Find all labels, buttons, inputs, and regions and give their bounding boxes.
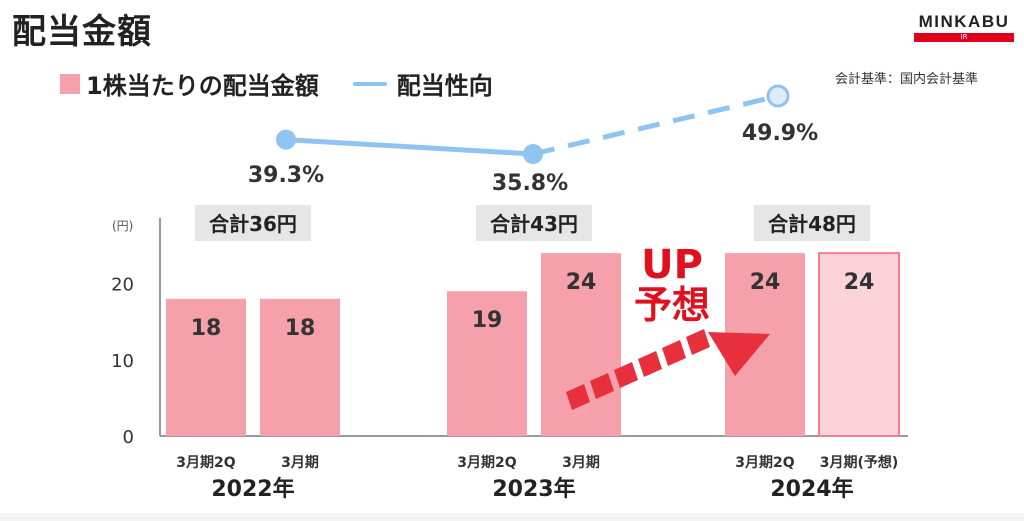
legend-line-swatch [352, 81, 387, 86]
up-annotation: UP [641, 242, 703, 288]
dividend-bar [818, 252, 900, 437]
x-category-label: 3月期2Q [176, 455, 235, 471]
trend-arrow-dash [614, 362, 638, 388]
total-label: 合計36円 [209, 212, 297, 236]
bar-value-label: 24 [844, 270, 875, 295]
chart-legend: 1株当たりの配当金額 配当性向 [60, 66, 493, 101]
trend-arrow-dash [590, 373, 614, 399]
legend-bar-label: 1株当たりの配当金額 [86, 72, 319, 100]
logo-word: MINKABU [918, 12, 1010, 31]
payout-ratio-label: 35.8% [492, 171, 568, 196]
x-category-label: 3月期2Q [457, 455, 516, 471]
total-box [195, 205, 311, 241]
payout-ratio-label: 49.9% [742, 121, 818, 146]
forecast-annotation: 予想 [634, 283, 710, 327]
x-category-label: 3月期 [281, 455, 319, 471]
minkabu-logo: MINKABU IR [914, 12, 1014, 42]
total-box [754, 205, 870, 241]
payout-point [523, 144, 543, 164]
dividend-bar [166, 298, 246, 436]
trend-arrow-dash [638, 351, 662, 377]
bar-value-label: 24 [750, 270, 781, 295]
year-label: 2023年 [492, 476, 575, 502]
accounting-standard-note: 会計基準：国内会計基準 [834, 72, 978, 87]
trend-arrow-dash [686, 329, 710, 355]
dividend-bar [260, 298, 340, 436]
year-label: 2022年 [211, 476, 294, 502]
page-title: 配当金額 [12, 12, 152, 52]
payout-point [276, 129, 296, 150]
footer-strip [0, 513, 1024, 521]
x-category-label: 3月期(予想) [820, 454, 899, 471]
payout-point [766, 84, 790, 108]
legend-line-label: 配当性向 [396, 72, 493, 100]
y-tick-label: 10 [111, 351, 134, 372]
y-tick-label: 0 [123, 427, 134, 448]
total-label: 合計43円 [490, 212, 578, 236]
y-tick-label: 20 [111, 275, 134, 296]
bar-value-label: 18 [191, 316, 222, 341]
legend-bar-swatch [60, 73, 80, 94]
payout-ratio-label: 39.3% [248, 163, 324, 188]
logo-ir-bar: IR [914, 33, 1014, 42]
year-label: 2024年 [770, 476, 853, 502]
bar-value-label: 19 [472, 308, 503, 333]
trend-arrow-dash [662, 340, 686, 366]
trend-arrow-dash [566, 384, 590, 410]
y-axis-unit: (円) [112, 219, 133, 233]
trend-arrow-head [708, 332, 770, 376]
bar-value-label: 18 [285, 316, 316, 341]
total-label: 合計48円 [768, 212, 856, 236]
payout-line-segment [283, 137, 536, 157]
bar-value-label: 24 [566, 270, 597, 295]
total-box [476, 205, 592, 241]
x-category-label: 3月期2Q [735, 455, 794, 471]
dividend-bar [447, 291, 527, 436]
x-category-label: 3月期 [562, 455, 600, 471]
payout-line-forecast-segment [532, 93, 779, 157]
